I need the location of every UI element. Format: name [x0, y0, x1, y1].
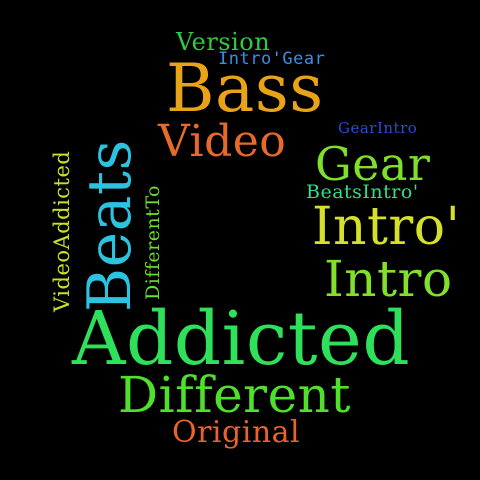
word-bass: Bass — [166, 50, 324, 127]
word-version: Version — [176, 28, 271, 56]
word-intro-apostrophe: Intro' — [312, 197, 461, 257]
word-video-addicted: VideoAddicted — [50, 150, 74, 312]
word-different: Different — [118, 366, 351, 424]
word-original: Original — [172, 415, 301, 450]
word-addicted: Addicted — [72, 296, 411, 382]
word-beats-intro: BeatsIntro' — [306, 181, 419, 203]
word-intro: Intro — [324, 250, 453, 308]
word-beats: Beats — [75, 139, 145, 312]
word-video: Video — [158, 116, 287, 167]
word-gear: Gear — [315, 137, 431, 191]
word-gear-intro: GearIntro — [338, 119, 418, 137]
word-different-to: DifferentTo — [142, 185, 164, 300]
word-intro-gear: Intro'Gear — [218, 49, 326, 69]
